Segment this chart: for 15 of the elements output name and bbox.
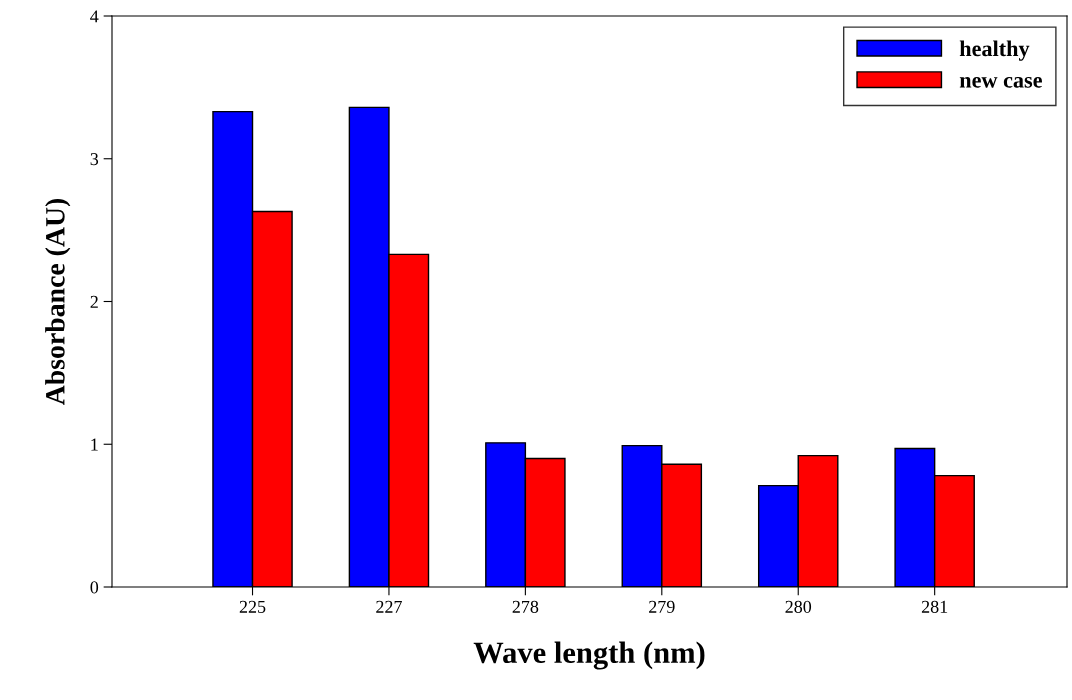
- x-axis-title: Wave length (nm): [473, 641, 705, 670]
- x-tick-label: 278: [512, 600, 539, 613]
- y-tick-label: 4: [90, 10, 99, 23]
- x-tick-label: 227: [376, 600, 402, 613]
- x-tick-label: 225: [239, 600, 266, 613]
- y-tick-label: 1: [91, 438, 98, 451]
- y-axis-title: Absorbance (AU): [45, 198, 71, 405]
- y-tick-label: 0: [90, 581, 99, 594]
- x-tick-label: 280: [785, 600, 812, 613]
- legend-label: healthy: [959, 40, 1030, 61]
- x-tick-label: 279: [649, 600, 675, 613]
- legend-label: new case: [959, 76, 1042, 88]
- y-tick-label: 3: [90, 153, 99, 166]
- x-tick-label: 281: [921, 600, 948, 613]
- y-tick-label: 2: [90, 295, 98, 308]
